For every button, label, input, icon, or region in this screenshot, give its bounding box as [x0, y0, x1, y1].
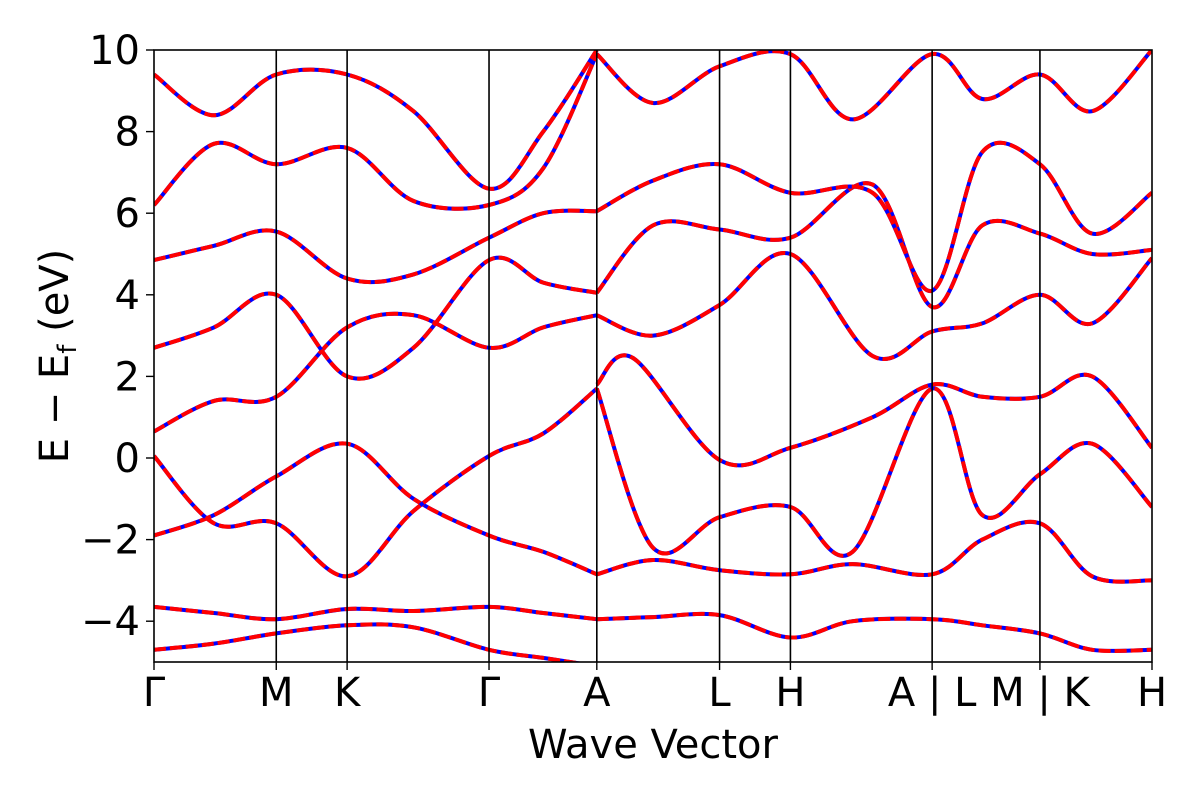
y-tick-label-1: −2 — [81, 518, 140, 564]
band-13-solid — [596, 250, 1152, 361]
band-4-dashed — [154, 311, 598, 434]
y-axis-ticks: −4 −2 0 2 4 6 8 10 — [81, 28, 154, 645]
band-7-dashed — [154, 53, 599, 211]
band-9-dashed — [596, 611, 1152, 653]
band-6-solid — [154, 208, 597, 285]
x-tick-label-7: A | L — [888, 670, 977, 716]
x-tick-label-0: Γ — [143, 670, 166, 716]
x-tick-label-6: H — [775, 670, 805, 716]
y-tick-label-4: 4 — [115, 273, 140, 319]
x-tick-label-2: K — [334, 670, 362, 716]
band-lines — [154, 50, 1152, 662]
band-3-dashed — [154, 387, 599, 579]
band-6-dashed — [154, 208, 597, 285]
band-11-dashed — [594, 386, 1152, 558]
high-symmetry-lines — [275, 50, 1041, 662]
x-tick-label-8: M | K — [990, 670, 1091, 716]
y-tick-label-7: 10 — [89, 28, 140, 74]
x-axis-title: Wave Vector — [528, 722, 779, 768]
x-tick-label-9: H — [1137, 670, 1167, 716]
x-tick-label-3: Γ — [478, 670, 501, 716]
band-15-solid — [595, 140, 1152, 293]
band-15-dashed — [595, 140, 1152, 293]
band-0-dashed — [154, 622, 584, 662]
x-tick-label-5: L — [708, 670, 731, 716]
band-13-dashed — [596, 250, 1152, 361]
band-8-dashed — [154, 50, 599, 191]
band-5-dashed — [154, 255, 598, 381]
x-tick-label-4: A — [583, 670, 611, 716]
y-axis-title-main: E − E — [32, 354, 78, 464]
plot-frame — [153, 49, 1153, 663]
y-tick-label-5: 6 — [115, 191, 140, 237]
y-tick-label-3: 2 — [115, 354, 140, 400]
band-0-solid — [154, 622, 584, 662]
band-12-dashed — [595, 353, 1152, 468]
band-10-dashed — [596, 519, 1152, 584]
band-9-solid — [596, 611, 1152, 653]
band-14-dashed — [595, 181, 1152, 310]
band-1-dashed — [154, 604, 598, 622]
x-tick-label-1: M — [259, 670, 294, 716]
y-tick-label-6: 8 — [115, 110, 140, 156]
band-2-solid — [154, 441, 598, 577]
y-axis-title-subscript: f — [53, 344, 83, 354]
y-axis-title: E − Ef (eV) — [32, 249, 83, 464]
y-tick-label-2: 0 — [115, 436, 140, 482]
band-16-dashed — [595, 50, 1152, 122]
y-tick-label-0: −4 — [81, 599, 140, 645]
y-axis-title-unit: (eV) — [32, 249, 78, 345]
